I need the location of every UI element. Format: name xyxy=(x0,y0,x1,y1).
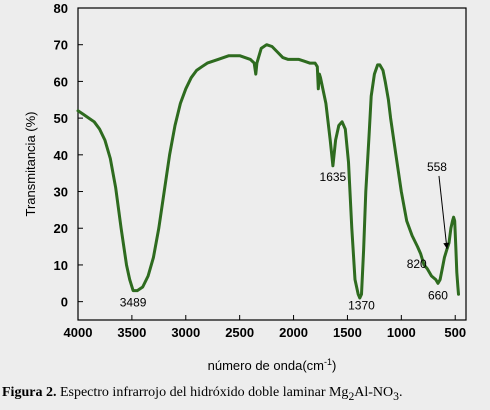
figure-caption: Figura 2. Espectro infrarrojo del hidróx… xyxy=(0,385,490,403)
peak-label-3489: 3489 xyxy=(120,296,147,310)
x-tick-label-0: 4000 xyxy=(64,325,93,340)
caption-subscript-2: 3 xyxy=(393,389,399,403)
y-tick-label-5: 50 xyxy=(54,111,68,126)
plot-frame xyxy=(77,7,467,321)
peak-label-558: 558 xyxy=(427,160,447,174)
y-axis-title: Transmitancia (%) xyxy=(23,112,38,217)
peak-annotations: 3489 1635 1370 820 660 558 xyxy=(120,160,450,312)
y-tick-label-7: 70 xyxy=(54,38,68,53)
y-tick-label-3: 30 xyxy=(54,185,68,200)
peak-label-1370: 1370 xyxy=(348,298,375,312)
y-tick-label-8: 80 xyxy=(54,1,68,16)
spectrum-line xyxy=(76,43,460,300)
peak-label-660: 660 xyxy=(428,288,448,302)
caption-text-2: Al-NO xyxy=(354,385,394,400)
x-tick-label-1: 3500 xyxy=(117,325,146,340)
caption-label: Figura 2. xyxy=(2,385,57,400)
x-tick-label-7: 500 xyxy=(444,325,466,340)
x-tick-label-6: 1000 xyxy=(387,325,416,340)
y-tick-label-0: 0 xyxy=(61,295,68,310)
x-tick-label-2: 3000 xyxy=(171,325,200,340)
axis-tick-labels: 4000 3500 3000 2500 2000 1500 1000 500 0 10 20 30 40… xyxy=(54,1,467,340)
x-axis-title: número de onda(cm-1) xyxy=(208,357,337,373)
peak-arrow-558 xyxy=(438,175,448,249)
x-tick-label-3: 2500 xyxy=(225,325,254,340)
axis-ticks xyxy=(77,7,456,320)
y-tick-label-6: 60 xyxy=(54,74,68,89)
peak-arrowhead-558 xyxy=(443,242,450,249)
caption-end: . xyxy=(398,385,403,400)
peak-label-1635: 1635 xyxy=(320,170,347,184)
caption-text: Espectro infrarrojo del hidróxido doble … xyxy=(56,385,349,400)
y-tick-label-1: 10 xyxy=(54,258,68,273)
y-tick-label-4: 40 xyxy=(54,148,68,163)
x-tick-label-5: 1500 xyxy=(333,325,362,340)
peak-label-820: 820 xyxy=(407,257,427,271)
caption-subscript: 2 xyxy=(348,389,355,403)
y-tick-label-2: 20 xyxy=(54,221,68,236)
x-tick-label-4: 2000 xyxy=(279,325,308,340)
